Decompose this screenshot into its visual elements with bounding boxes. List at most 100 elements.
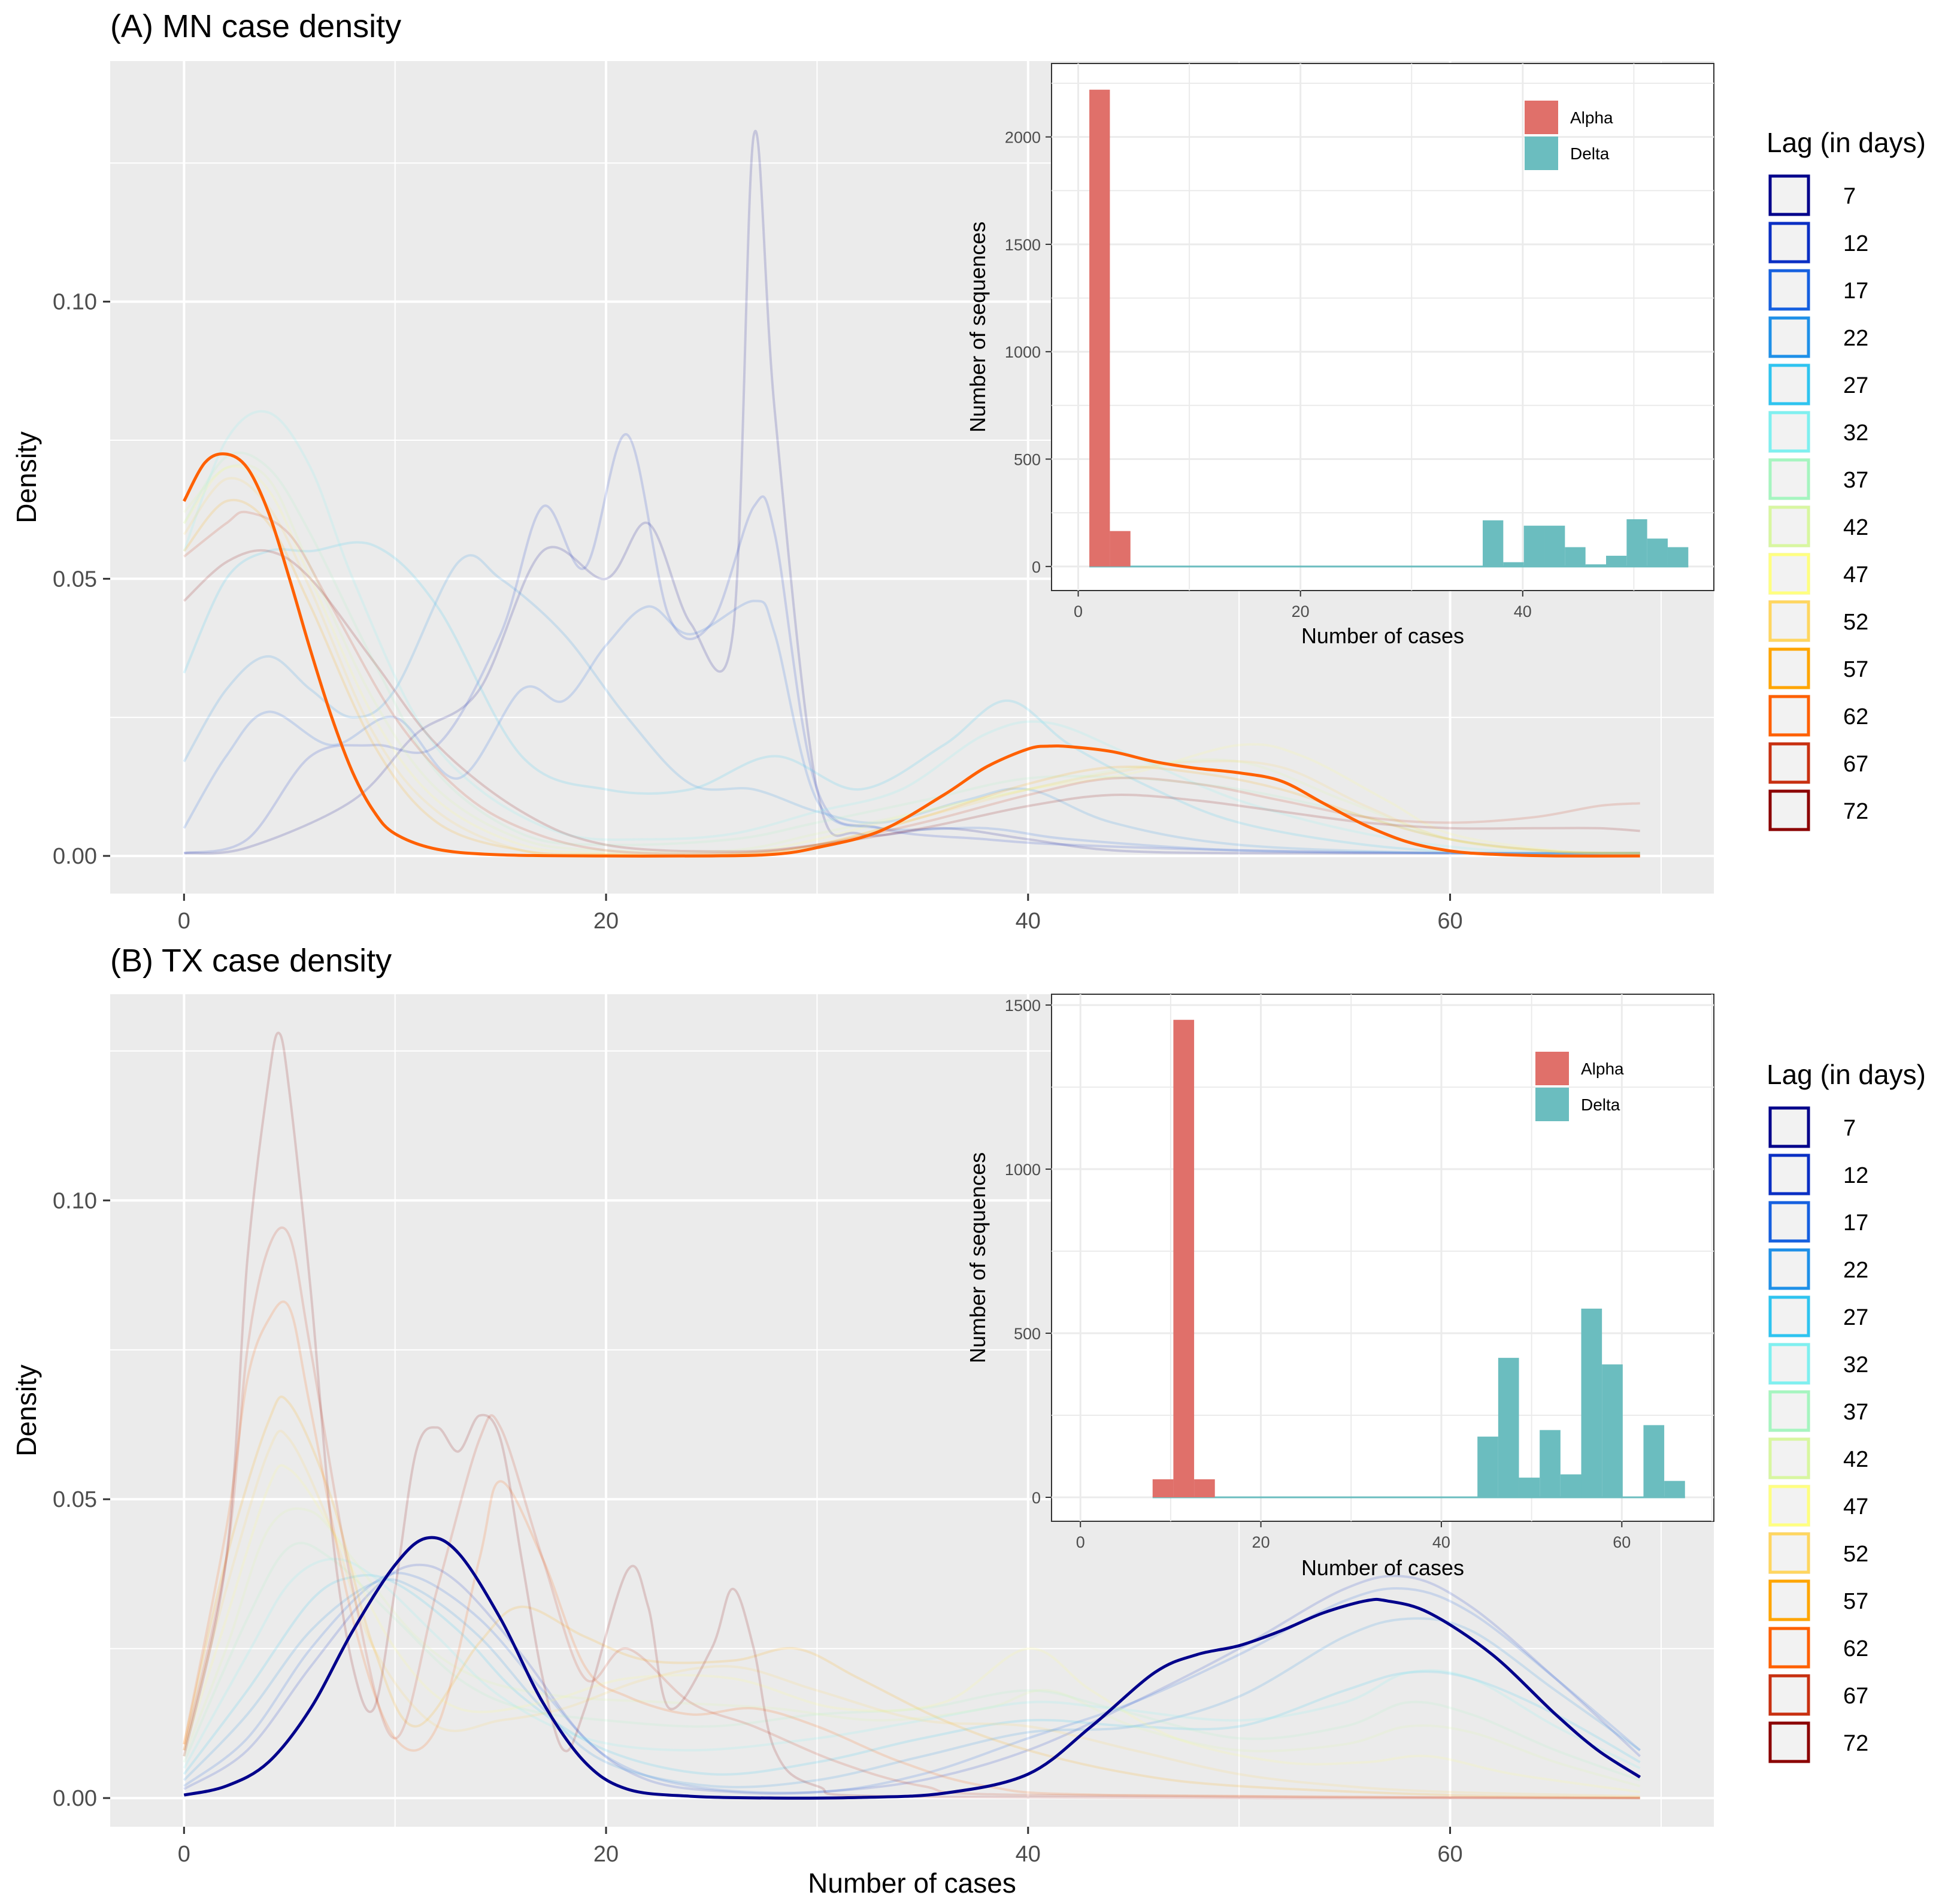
panel-a-mn-case-density: (A) MN case density Density 0 20 40 60 0.00 0… [11,8,1926,934]
b-inset-x-tick-label: 0 [1076,1533,1085,1551]
b-x-tick-label: 20 [593,1842,619,1867]
b-legend-key-lag-42 [1768,1437,1810,1479]
b-legend-label-lag-57: 57 [1843,1589,1868,1614]
a-inset-bar-delta [1523,525,1545,567]
b-legend-label-lag-52: 52 [1843,1542,1868,1567]
b-inset-x-tick-label: 20 [1252,1533,1270,1551]
a-density-curve-lag-47 [183,465,1640,856]
panel-a-inset-legend-alpha-label: Alpha [1570,108,1613,127]
panel-a-inset-legend-delta-key [1525,137,1558,170]
b-legend-key-lag-22 [1768,1248,1810,1290]
panel-b-x-axis-title: Number of cases [808,1867,1016,1899]
b-x-tick-label: 0 [178,1842,190,1867]
b-density-curve-lag-27 [183,1573,1641,1776]
b-legend-key-lag-7 [1768,1106,1810,1148]
a-legend-label-lag-32: 32 [1843,420,1868,446]
b-inset-y-tick-label: 0 [1032,1489,1041,1507]
a-density-curve-lag-57 [183,498,1640,857]
b-legend-key-lag-67 [1768,1674,1810,1716]
b-legend-key-lag-17 [1768,1201,1810,1243]
b-legend-label-lag-42: 42 [1843,1447,1868,1472]
a-x-tick-label: 0 [178,909,190,934]
b-density-curve-lag-42 [183,1507,1641,1788]
a-inset-y-tick-label: 1000 [1005,343,1041,361]
a-inset-bar-delta [1544,525,1565,567]
a-legend-label-lag-42: 42 [1843,515,1868,540]
a-inset-y-tick-label: 2000 [1005,129,1041,147]
a-legend-key-lag-27 [1768,364,1810,405]
a-legend-label-lag-27: 27 [1843,373,1868,398]
panel-b-density-curves [183,1031,1641,1800]
a-density-curve-lag-7 [184,129,1640,855]
a-legend-key-lag-52 [1768,600,1810,642]
panel-b-inset-legend: Alpha Delta [1535,1052,1624,1121]
panel-a-inset-bars [1089,89,1689,568]
b-y-tick-label: 0.10 [53,1188,97,1213]
b-legend-key-lag-72 [1768,1721,1810,1763]
a-inset-bar-delta [1626,519,1647,567]
a-inset-y-tick-label: 500 [1014,451,1041,469]
b-inset-y-tick-label: 1000 [1005,1161,1041,1179]
a-x-tick-label: 60 [1437,909,1462,934]
a-legend-label-lag-17: 17 [1843,279,1868,304]
panel-a-inset-y-axis-title: Number of sequences [965,222,990,432]
panel-a-lag-legend: Lag (in days) 7 12 17 22 27 32 37 42 47 52 57 62 67 7… [1767,127,1926,833]
b-inset-bar-delta [1477,1436,1498,1497]
a-inset-x-tick-label: 40 [1514,603,1532,620]
b-legend-key-lag-47 [1768,1485,1810,1527]
b-density-curve-lag-32 [183,1557,1641,1769]
a-inset-bar-delta [1647,538,1668,567]
b-inset-bar-delta [1540,1430,1561,1497]
b-density-curve-lag-12 [183,1563,1641,1795]
panel-b-inset-gridlines [1052,994,1714,1521]
b-legend-label-lag-17: 17 [1843,1210,1868,1236]
a-legend-key-lag-72 [1768,789,1810,831]
b-inset-bar-delta [1498,1358,1519,1497]
b-y-tick-label: 0.05 [53,1487,97,1512]
b-inset-bar-delta [1643,1425,1665,1497]
a-inset-bar-delta [1585,564,1606,567]
a-inset-x-tick-label: 0 [1074,603,1083,620]
a-legend-label-lag-62: 62 [1843,704,1868,729]
a-inset-bar-delta [1483,520,1504,567]
a-legend-label-lag-47: 47 [1843,562,1868,588]
a-inset-bar-alpha [1089,89,1110,567]
b-inset-x-tick-label: 40 [1432,1533,1450,1551]
a-legend-key-lag-22 [1768,316,1810,358]
b-inset-bar-delta [1519,1478,1540,1497]
b-inset-bar-delta [1602,1364,1623,1497]
a-legend-label-lag-22: 22 [1843,326,1868,351]
panel-a-inset-background [1051,63,1714,591]
panel-a-inset-legend: Alpha Delta [1525,101,1613,170]
b-inset-x-tick-label: 60 [1613,1533,1631,1551]
b-legend-label-lag-27: 27 [1843,1305,1868,1330]
a-legend-key-lag-12 [1768,222,1810,264]
panel-b-tx-case-density: (B) TX case density Density Number of ca… [11,943,1926,1899]
a-density-curve-lag-52 [183,477,1640,856]
b-legend-key-lag-12 [1768,1154,1810,1195]
b-legend-label-lag-62: 62 [1843,1636,1868,1661]
panel-a-inset-x-axis-title: Number of cases [1301,623,1464,648]
b-legend-key-lag-62 [1768,1627,1810,1669]
a-legend-key-lag-17 [1768,269,1810,311]
panel-a-inset-gridlines [1052,63,1714,591]
b-legend-key-lag-27 [1768,1295,1810,1337]
a-inset-x-tick-label: 20 [1292,603,1310,620]
a-legend-label-lag-7: 7 [1843,184,1856,209]
panel-b-inset-legend-alpha-key [1535,1052,1569,1085]
panel-a-inset-histogram: 0 20 40 0 500 1000 1500 2000 Number of cases Nu… [965,63,1714,648]
a-legend-key-lag-32 [1768,411,1810,453]
a-density-curve-lag-42 [183,463,1640,855]
a-legend-key-lag-7 [1768,174,1810,216]
a-legend-label-lag-52: 52 [1843,610,1868,635]
a-legend-label-lag-12: 12 [1843,231,1868,256]
b-inset-y-tick-label: 1500 [1005,997,1041,1015]
b-legend-label-lag-47: 47 [1843,1494,1868,1519]
a-inset-bar-delta [1667,547,1689,567]
a-legend-label-lag-57: 57 [1843,657,1868,682]
a-density-curve-lag-37 [183,451,1640,855]
b-density-curve-lag-67 [183,1226,1640,1800]
panel-b-inset-x-axis-title: Number of cases [1301,1555,1464,1580]
a-legend-key-lag-57 [1768,647,1810,689]
panel-a-inset-legend-alpha-key [1525,101,1558,134]
